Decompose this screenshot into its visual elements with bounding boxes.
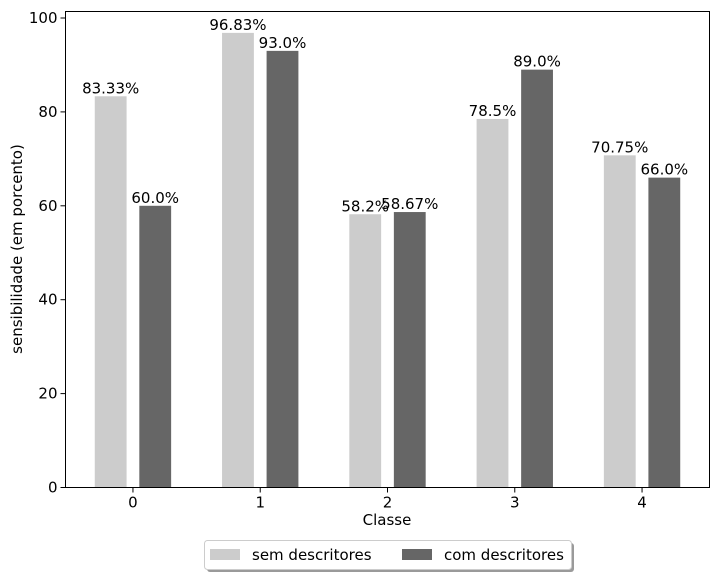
legend: sem descritores com descritores [204,540,574,572]
legend-swatch-com-descritores [402,549,432,560]
bar [521,69,553,488]
data-label: 89.0% [513,53,561,71]
x-axis-title: Classe [363,511,412,529]
data-label: 78.5% [469,102,517,120]
data-label: 96.83% [209,16,266,34]
data-label: 70.75% [591,138,648,156]
x-tick-label: 0 [128,494,138,512]
x-tick-label: 4 [637,494,647,512]
bar [648,177,681,488]
legend-label-com-descritores: com descritores [444,546,564,564]
data-label: 58.2% [341,197,389,215]
data-labels-layer: 83.33% 96.83% 58.2% 78.5% 70.75% 60.0% 93.0% 58… [82,16,688,215]
data-label: 93.0% [259,34,307,52]
legend-label-sem-descritores: sem descritores [252,546,372,564]
bar [222,32,254,488]
bar [393,212,426,488]
bar [94,96,127,488]
x-tick-label: 2 [383,494,393,512]
y-axis-title: sensibilidade (em porcento) [8,144,26,354]
bar [476,118,509,488]
legend-box [204,540,572,570]
data-label: 60.0% [131,189,179,207]
x-axis: 0 1 2 3 4 [128,487,647,512]
y-tick-label: 60 [38,197,57,215]
bar [603,155,636,488]
y-axis: 0 20 40 60 80 100 [29,9,66,497]
x-tick-label: 3 [510,494,520,512]
bar [139,205,172,488]
bars-layer [94,32,681,488]
y-tick-label: 80 [38,103,57,121]
y-tick-label: 40 [38,291,57,309]
y-tick-label: 100 [29,9,58,27]
y-tick-label: 20 [38,385,57,403]
bar [349,214,382,488]
y-tick-label: 0 [48,479,58,497]
data-label: 58.67% [381,195,438,213]
data-label: 66.0% [640,161,688,179]
legend-swatch-sem-descritores [210,549,240,560]
x-tick-label: 1 [255,494,265,512]
bar [266,50,299,488]
data-label: 83.33% [82,79,139,97]
